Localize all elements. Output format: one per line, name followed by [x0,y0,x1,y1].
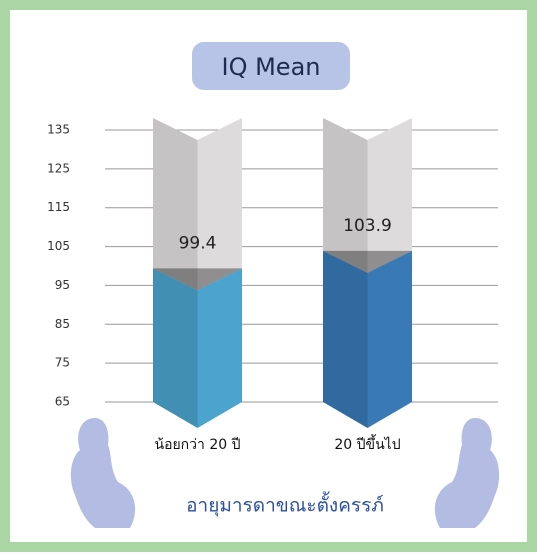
chart: IQ Mean อายุมารดาขณะตั้งครรภ์ 65 75 85 95 10… [0,0,537,552]
x-tick-label: 20 ปีขึ้นไป [334,434,400,453]
bar [153,268,242,428]
column-back-left [153,118,198,290]
y-tick-label: 125 [47,161,70,175]
bar [323,251,412,428]
bar-right [198,268,243,428]
y-tick-label: 95 [55,278,70,292]
y-tick-label: 75 [55,356,70,370]
value-label: 103.9 [343,216,392,236]
y-tick-label: 105 [47,239,70,253]
x-tick-label: น้อยกว่า 20 ปี [155,437,241,453]
column-back-right [368,118,413,273]
y-tick-label: 85 [55,317,70,331]
x-axis-label: อายุมารดาขณะตั้งครรภ์ [186,492,384,518]
bar-right [368,251,413,428]
column-back-left [323,118,368,273]
bar-left-shade [153,268,198,428]
y-tick-label: 135 [47,123,70,137]
y-tick-label: 65 [55,395,70,409]
column-back-right [198,118,243,290]
bar-left-shade [323,251,368,428]
value-label: 99.4 [179,233,217,253]
y-tick-label: 115 [47,200,70,214]
chart-title: IQ Mean [222,53,321,81]
